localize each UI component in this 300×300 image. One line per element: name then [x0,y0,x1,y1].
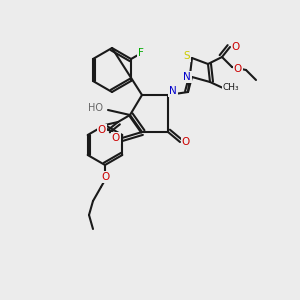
Text: O: O [182,137,190,147]
Text: S: S [184,51,190,61]
Text: N: N [169,86,177,96]
Text: CH₃: CH₃ [223,83,239,92]
Text: N: N [183,72,191,82]
Text: O: O [101,172,109,182]
Text: O: O [232,42,240,52]
Text: O: O [98,125,106,135]
Text: HO: HO [88,103,103,113]
Text: O: O [234,64,242,74]
Text: F: F [138,48,144,58]
Text: O: O [112,133,120,143]
